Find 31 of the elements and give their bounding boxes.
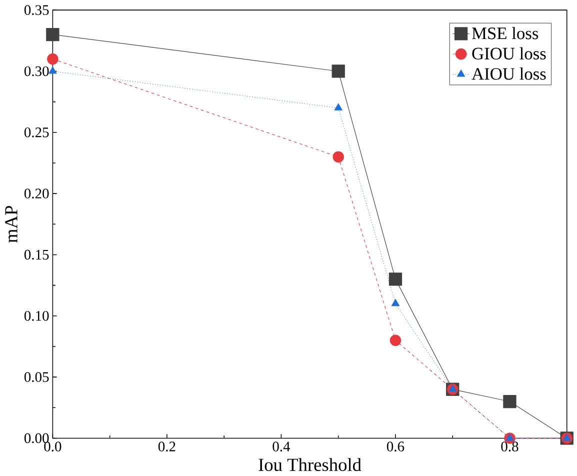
point bbox=[332, 64, 345, 78]
x-tick-label: 0.4 bbox=[272, 442, 290, 452]
point bbox=[388, 272, 402, 286]
y-tick-label: 0.05 bbox=[24, 372, 49, 382]
point bbox=[332, 151, 344, 162]
point bbox=[562, 433, 571, 441]
point bbox=[46, 28, 60, 42]
y-tick-label: 0.35 bbox=[24, 5, 49, 15]
point bbox=[390, 334, 402, 346]
point bbox=[334, 103, 342, 110]
x-tick-label: 0.8 bbox=[501, 442, 518, 452]
y-tick-label: 0.00 bbox=[24, 433, 49, 444]
x-axis-title: Iou Threshold bbox=[258, 458, 362, 471]
point bbox=[503, 394, 516, 408]
y-tick-label: 0.10 bbox=[24, 310, 49, 321]
point bbox=[47, 53, 58, 65]
legend-label: MSE loss bbox=[472, 26, 538, 40]
x-tick-label: 0.2 bbox=[158, 442, 176, 452]
y-tick-label: 0.15 bbox=[24, 250, 49, 260]
point bbox=[391, 298, 400, 306]
point bbox=[48, 66, 57, 74]
legend-label: AIOU loss bbox=[472, 67, 546, 80]
y-tick-label: 0.25 bbox=[24, 127, 49, 138]
legend-label: GIOU loss bbox=[472, 47, 546, 60]
point bbox=[448, 384, 457, 392]
point bbox=[506, 433, 514, 441]
x-tick-label: 0.6 bbox=[386, 442, 404, 452]
y-tick-label: 0.30 bbox=[24, 66, 49, 76]
y-tick-label: 0.20 bbox=[24, 188, 49, 198]
x-tick-label: 0.0 bbox=[44, 442, 62, 452]
y-axis-title: mAP bbox=[5, 206, 18, 243]
